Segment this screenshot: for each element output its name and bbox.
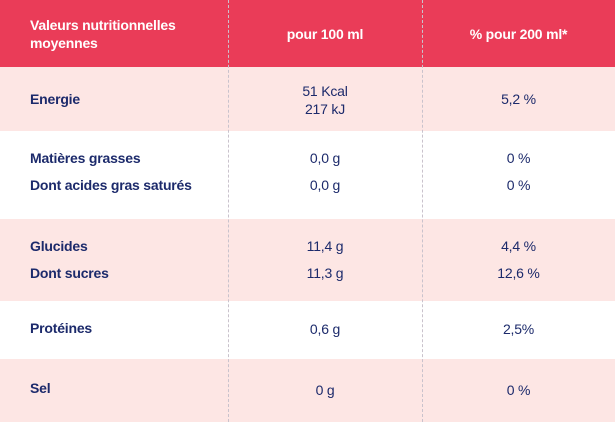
row-percent-value-sub: 0 % [506, 177, 531, 193]
row-label-sub: Dont sucres [30, 265, 109, 281]
row-per100-value: 0 g [315, 382, 335, 398]
energy-kj: 217 kJ [304, 101, 346, 117]
row-label: Protéines [30, 320, 92, 336]
row-per100-value-sub: 11,3 g [306, 265, 344, 281]
row-per100-value-sub: 0,0 g [309, 177, 341, 193]
row-label: Matières grasses [30, 150, 141, 166]
table-header: Valeurs nutritionnelles moyennes pour 10… [0, 0, 615, 67]
table-row-proteines: Protéines 0,6 g 2,5% [0, 301, 615, 359]
header-per-100ml: pour 100 ml [286, 26, 364, 42]
row-label: Energie [30, 91, 80, 107]
table-row-matieres-grasses: Matières grasses 0,0 g 0 % Dont acides g… [0, 131, 615, 219]
table-row-glucides: Glucides 11,4 g 4,4 % Dont sucres 11,3 g… [0, 219, 615, 301]
row-percent-value-sub: 12,6 % [497, 265, 540, 281]
row-per100-value: 51 Kcal 217 kJ [228, 82, 422, 118]
row-label-sub: Dont acides gras saturés [30, 177, 192, 193]
row-per100-value: 11,4 g [306, 238, 344, 254]
row-label: Glucides [30, 238, 88, 254]
row-percent-value: 2,5% [502, 321, 535, 337]
header-label-line1: Valeurs nutritionnelles [30, 17, 176, 33]
header-percent-200ml: % pour 200 ml* [469, 26, 568, 42]
column-divider [422, 0, 423, 422]
row-percent-value: 0 % [506, 150, 531, 166]
header-label-line2: moyennes [30, 35, 98, 51]
row-per100-value: 0,0 g [309, 150, 341, 166]
header-nutrition-values: Valeurs nutritionnelles moyennes [30, 16, 176, 52]
row-percent-value: 4,4 % [501, 238, 536, 254]
column-divider [228, 0, 229, 422]
row-percent-value: 0 % [506, 382, 531, 398]
energy-kcal: 51 Kcal [302, 83, 348, 99]
row-percent-value: 5,2 % [501, 91, 536, 107]
row-per100-value: 0,6 g [309, 321, 341, 337]
row-label: Sel [30, 380, 51, 396]
table-row-energie: Energie 51 Kcal 217 kJ 5,2 % [0, 67, 615, 131]
table-row-sel: Sel 0 g 0 % [0, 359, 615, 422]
